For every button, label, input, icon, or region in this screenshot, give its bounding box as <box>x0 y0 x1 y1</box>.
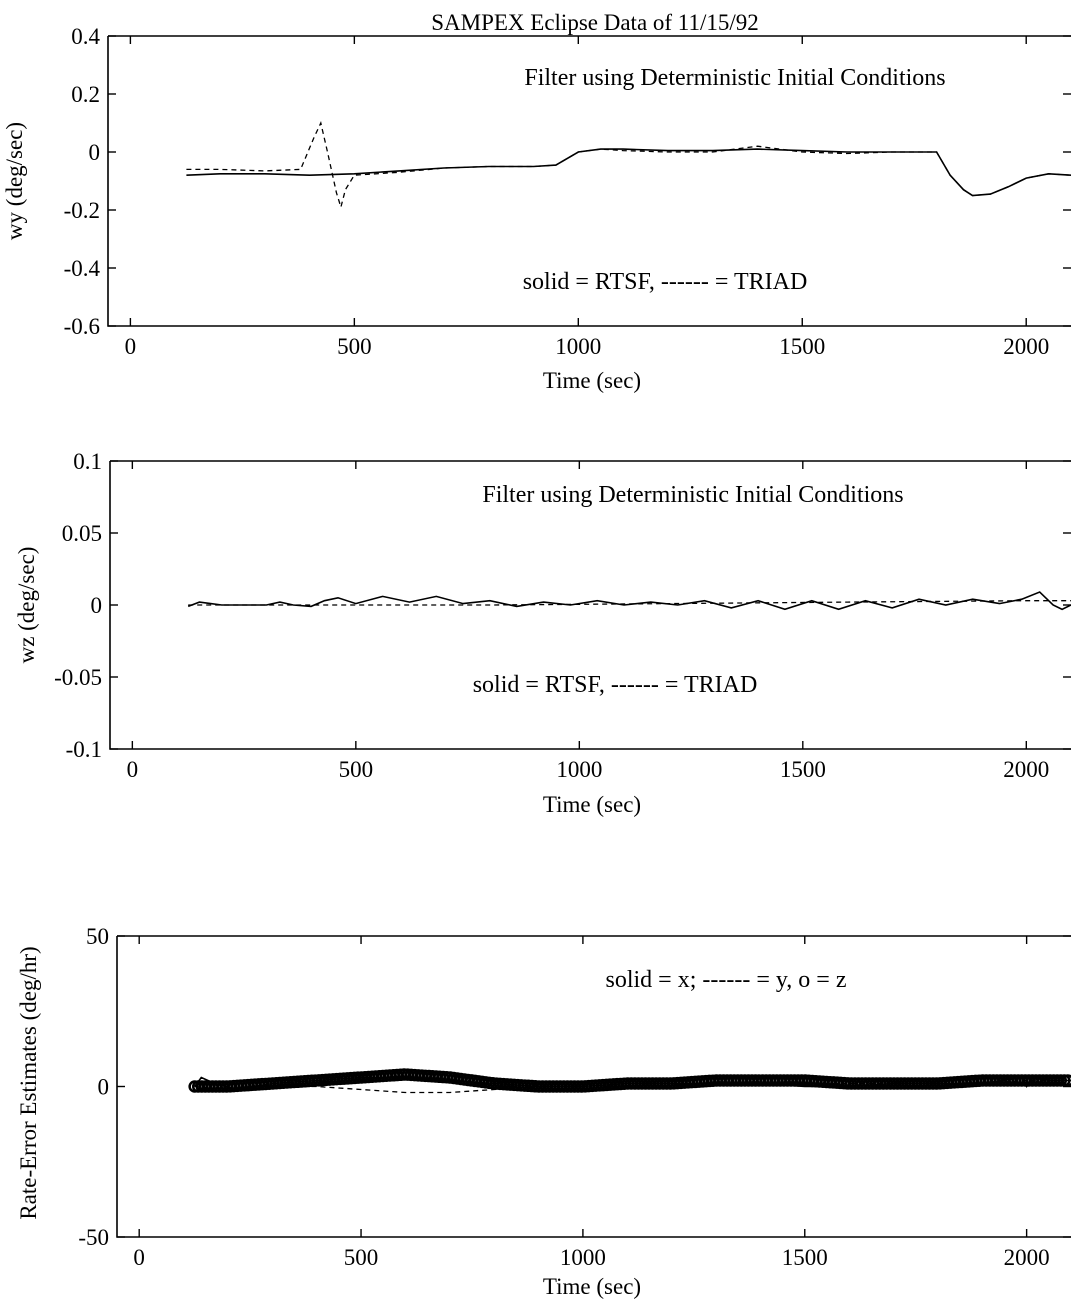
panel-1: 0 500 1000 1500 2000 -0.6 -0.4 -0.2 0 0.2 0.4 Time … <box>2 24 1071 393</box>
x-tick-label: 1500 <box>780 757 826 782</box>
y-tick-label: 0.2 <box>71 82 100 107</box>
y-axis-label: Rate-Error Estimates (deg/hr) <box>16 946 41 1219</box>
y-tick-label: -0.2 <box>64 198 100 223</box>
y-tick-label: 0 <box>98 1075 110 1100</box>
y-tick-label: -0.05 <box>54 665 102 690</box>
x-tick-label: 1500 <box>779 334 825 359</box>
y-axis-label: wz (deg/sec) <box>14 547 39 664</box>
series-RTSF <box>186 148 1071 197</box>
annotation: Filter using Deterministic Initial Condi… <box>524 65 945 91</box>
y-tick-label: 0.1 <box>73 449 102 474</box>
annotation: solid = RTSF, ------ = TRIAD <box>473 672 758 698</box>
x-tick-label: 2000 <box>1003 757 1049 782</box>
series-TRIAD <box>188 600 1071 606</box>
annotation: solid = x; ------ = y, o = z <box>606 967 847 993</box>
y-tick-label: -50 <box>78 1225 109 1250</box>
x-tick-label: 1000 <box>560 1245 606 1270</box>
annotation: Filter using Deterministic Initial Condi… <box>482 482 903 508</box>
x-tick-label: 2000 <box>1003 334 1049 359</box>
x-tick-label: 1500 <box>782 1245 828 1270</box>
y-tick-label: 0.4 <box>71 24 100 49</box>
figure-title: SAMPEX Eclipse Data of 11/15/92 <box>431 10 759 35</box>
x-tick-label: 0 <box>127 757 139 782</box>
panel-2: 0 500 1000 1500 2000 -0.1 -0.05 0 0.05 0.1 Time (s… <box>14 449 1071 817</box>
y-tick-label: 0 <box>91 593 103 618</box>
x-tick-label: 500 <box>339 757 374 782</box>
x-tick-label: 1000 <box>555 334 601 359</box>
series-group <box>186 121 1071 210</box>
x-tick-label: 0 <box>125 334 137 359</box>
series-z <box>188 1068 1071 1093</box>
y-tick-label: -0.6 <box>64 314 100 339</box>
x-axis-label: Time (sec) <box>543 368 641 393</box>
series-group <box>187 591 1071 611</box>
y-tick-label: 50 <box>86 924 109 949</box>
point-z <box>1061 1074 1071 1087</box>
x-tick-label: 2000 <box>1004 1245 1050 1270</box>
y-tick-label: -0.1 <box>66 737 102 762</box>
x-axis-label: Time (sec) <box>543 1274 641 1299</box>
x-tick-label: 500 <box>344 1245 379 1270</box>
y-tick-label: -0.4 <box>64 256 101 281</box>
series-RTSF <box>187 591 1071 611</box>
panel-3: 0 500 1000 1500 2000 -50 0 50 Time (sec) Rate-Err… <box>16 924 1071 1299</box>
x-tick-label: 0 <box>133 1245 145 1270</box>
x-axis-label: Time (sec) <box>543 792 641 817</box>
annotation: solid = RTSF, ------ = TRIAD <box>523 269 808 295</box>
series-TRIAD <box>186 121 1071 210</box>
x-tick-label: 500 <box>337 334 372 359</box>
x-tick-label: 1000 <box>556 757 602 782</box>
y-tick-label: 0.05 <box>62 521 102 546</box>
y-tick-label: 0 <box>89 140 101 165</box>
y-axis-label: wy (deg/sec) <box>2 122 27 240</box>
series-group <box>188 1068 1071 1094</box>
